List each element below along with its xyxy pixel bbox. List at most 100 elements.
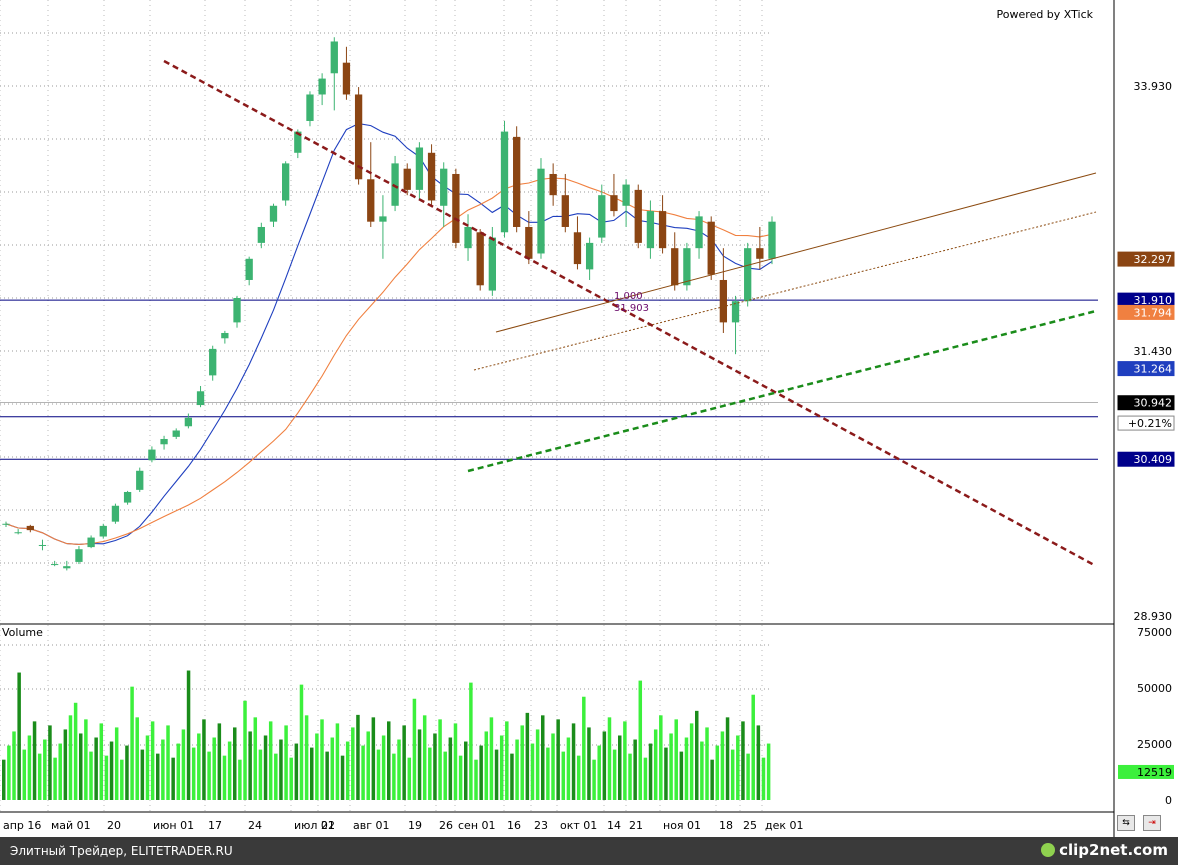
price-tick-label: 28.930: [1134, 610, 1173, 623]
price-badge: [1117, 304, 1175, 320]
volume-bar: [725, 717, 730, 800]
volume-bar: [310, 747, 314, 800]
candle-body: [671, 248, 679, 286]
volume-tick-label: 50000: [1137, 682, 1172, 695]
candle-body: [26, 525, 34, 531]
volume-tick-label: 75000: [1137, 626, 1172, 639]
volume-bar: [73, 702, 78, 800]
volume-bar: [156, 753, 160, 800]
volume-bar: [659, 715, 663, 800]
candle-body: [14, 532, 22, 534]
volume-bar: [412, 698, 417, 800]
volume-bar: [299, 684, 304, 800]
volume-bar: [294, 743, 299, 800]
volume-bar: [140, 749, 145, 800]
volume-bar: [145, 735, 150, 800]
volume-bar: [700, 741, 704, 800]
scroll-left-button[interactable]: ⇆: [1117, 815, 1135, 831]
support-line: [467, 309, 1097, 473]
volume-bar: [746, 753, 750, 800]
volume-bar: [217, 723, 222, 800]
price-tick-label: 31.430: [1134, 345, 1173, 358]
volume-bar: [22, 749, 27, 800]
price-badge-label: 31.910: [1134, 294, 1173, 307]
volume-bar: [84, 719, 88, 800]
trend-lines[interactable]: [163, 59, 1097, 568]
volume-bar: [181, 729, 186, 800]
volume-bar: [197, 733, 201, 800]
candle-body: [245, 258, 253, 280]
candle-body: [148, 449, 156, 461]
volume-bar: [243, 700, 247, 800]
volume-bar: [566, 737, 571, 800]
volume-bar: [186, 670, 191, 800]
volume-bar: [376, 749, 381, 800]
candle-body: [500, 131, 509, 233]
volume-bars: [2, 670, 771, 800]
footer-logo[interactable]: clip2net.com: [1041, 841, 1168, 859]
volume-bar: [479, 745, 483, 800]
x-tick-label: 26: [439, 819, 453, 832]
candle-body: [756, 248, 764, 259]
volume-bar: [345, 741, 350, 800]
volume-bar: [422, 715, 427, 800]
volume-bar: [674, 719, 678, 800]
volume-bar: [79, 733, 83, 800]
candle-body: [75, 549, 83, 562]
volume-bar: [227, 741, 232, 800]
candle-body: [99, 525, 107, 537]
volume-bar: [664, 747, 668, 800]
volume-bar: [366, 731, 370, 800]
volume-bar: [618, 735, 622, 800]
price-badge-label: 31.264: [1134, 363, 1173, 376]
price-panel[interactable]: [0, 0, 1114, 623]
volume-bar: [381, 735, 386, 800]
volume-bar: [458, 755, 463, 800]
volume-bar: [489, 717, 494, 800]
volume-bar: [274, 753, 278, 800]
x-tick-label: 14: [607, 819, 621, 832]
candle-body: [403, 168, 411, 190]
volume-bar: [32, 721, 37, 800]
candle-body: [415, 147, 424, 190]
volume-bar: [238, 759, 242, 800]
candle-body: [50, 564, 59, 566]
volume-bar: [114, 727, 119, 800]
volume-bar: [525, 712, 530, 800]
volume-bar: [597, 745, 601, 800]
volume-bar: [284, 725, 288, 800]
volume-bar: [576, 755, 581, 800]
volume-bar: [679, 751, 684, 800]
volume-bar: [551, 733, 555, 800]
volume-bar: [571, 723, 576, 800]
volume-bar: [643, 757, 648, 800]
volume-bar: [392, 753, 396, 800]
volume-bar: [68, 715, 73, 800]
candle-body: [452, 173, 460, 243]
candle-body: [744, 248, 752, 302]
volume-bar: [684, 737, 689, 800]
x-tick-label: окт 01: [560, 819, 597, 832]
volume-bar: [253, 717, 258, 800]
x-tick-label: апр 16: [3, 819, 41, 832]
volume-bar: [633, 739, 637, 800]
x-tick-label: май 01: [51, 819, 91, 832]
volume-bar: [453, 723, 458, 800]
volume-bar: [258, 749, 263, 800]
candle-body: [622, 184, 630, 206]
volume-badge-label: 12519: [1137, 766, 1172, 779]
fib-ratio-label: 1.000: [614, 291, 643, 302]
volume-bar: [191, 747, 196, 800]
volume-bar: [171, 757, 175, 800]
candle-body: [318, 78, 326, 95]
volume-bar: [89, 751, 93, 800]
price-badge: [1117, 395, 1175, 411]
candle-body: [38, 544, 47, 546]
moving-averages: [5, 123, 773, 545]
volume-bar: [715, 745, 720, 800]
volume-bar: [730, 749, 735, 800]
volume-bar: [335, 723, 340, 800]
jump-end-button[interactable]: ⇥: [1143, 815, 1161, 831]
volume-bar: [207, 751, 211, 800]
